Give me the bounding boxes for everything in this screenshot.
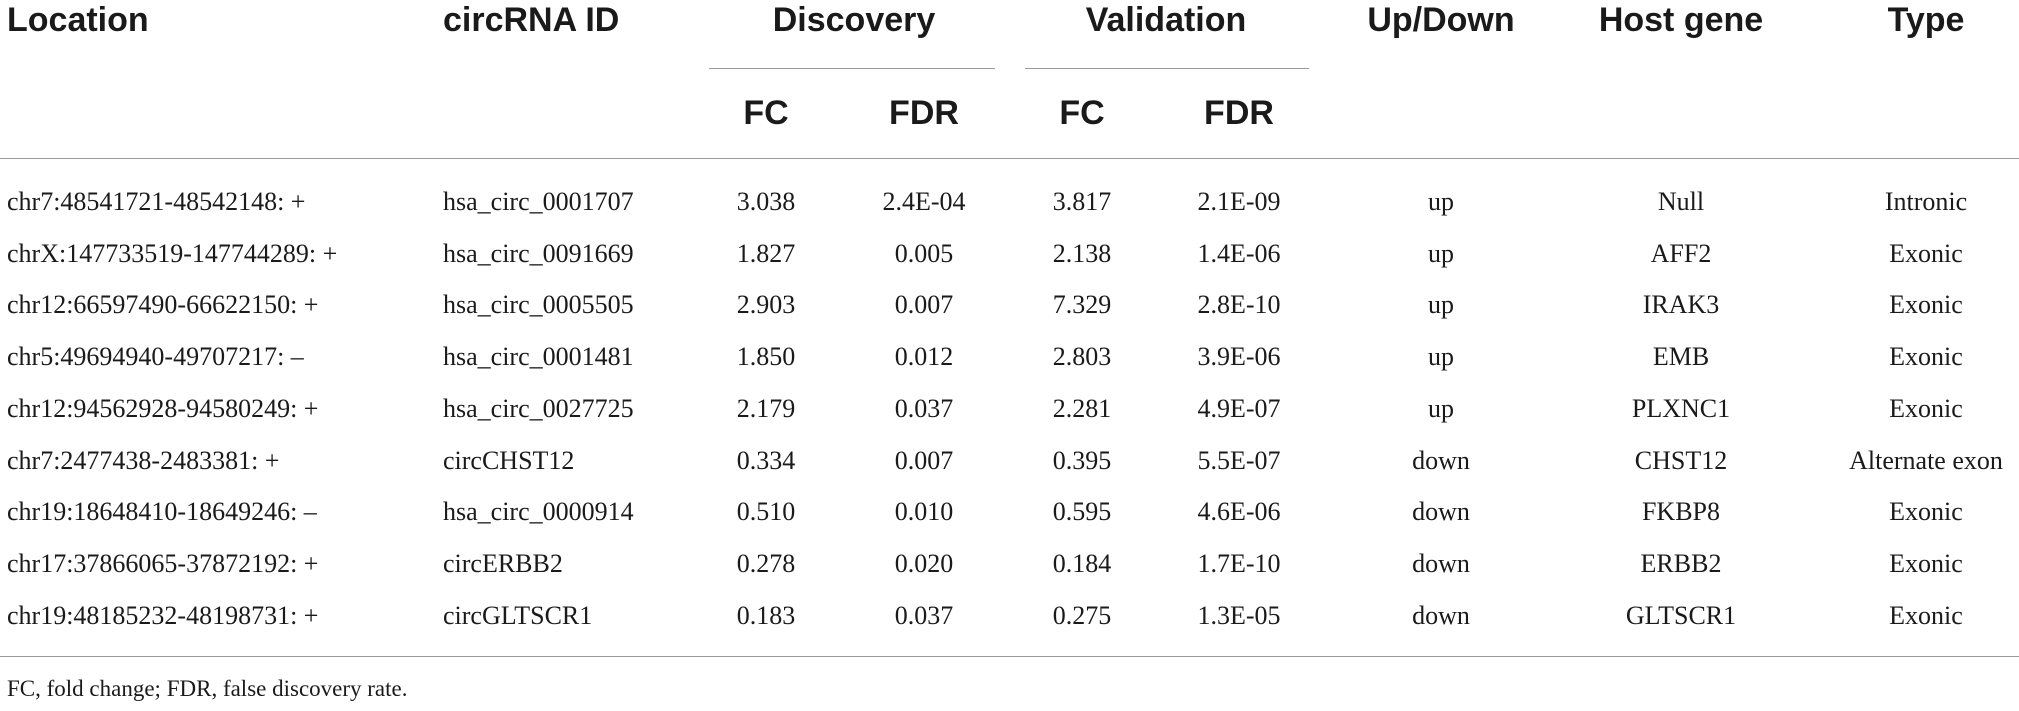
cell-discovery-fc: 0.278 xyxy=(736,549,796,578)
cell-circrna-id: circGLTSCR1 xyxy=(443,601,593,630)
header-bottom-rule xyxy=(0,158,2019,159)
cell-location: chr7:2477438-2483381: + xyxy=(7,446,280,475)
cell-discovery-fdr: 0.010 xyxy=(894,497,954,526)
cell-validation-fdr: 2.1E-09 xyxy=(1197,187,1281,216)
cell-location: chr19:48185232-48198731: + xyxy=(7,601,319,630)
cell-type: Exonic xyxy=(1889,549,1963,578)
cell-validation-fdr: 1.3E-05 xyxy=(1197,601,1281,630)
table-footnote: FC, fold change; FDR, false discovery ra… xyxy=(7,676,408,701)
cell-discovery-fdr: 0.037 xyxy=(894,601,954,630)
cell-host-gene: AFF2 xyxy=(1650,239,1712,268)
discovery-group-rule xyxy=(709,68,995,69)
cell-validation-fc: 0.595 xyxy=(1052,497,1112,526)
cell-validation-fc: 0.184 xyxy=(1052,549,1112,578)
cell-circrna-id: hsa_circ_0001481 xyxy=(443,342,634,371)
cell-discovery-fdr: 2.4E-04 xyxy=(882,187,966,216)
cell-discovery-fc: 0.510 xyxy=(736,497,796,526)
header-type: Type xyxy=(1887,1,1965,39)
cell-discovery-fdr: 0.005 xyxy=(894,239,954,268)
header-discovery-fdr: FDR xyxy=(889,94,959,132)
cell-validation-fc: 3.817 xyxy=(1052,187,1112,216)
cell-discovery-fc: 0.334 xyxy=(736,446,796,475)
cell-up-down: up xyxy=(1428,187,1454,216)
cell-validation-fdr: 3.9E-06 xyxy=(1197,342,1281,371)
cell-validation-fc: 0.275 xyxy=(1052,601,1112,630)
header-up-down: Up/Down xyxy=(1367,1,1515,39)
cell-host-gene: Null xyxy=(1657,187,1705,216)
cell-location: chr12:66597490-66622150: + xyxy=(7,290,319,319)
cell-validation-fdr: 4.9E-07 xyxy=(1197,394,1281,423)
cell-type: Exonic xyxy=(1889,497,1963,526)
cell-host-gene: EMB xyxy=(1652,342,1710,371)
cell-discovery-fc: 1.850 xyxy=(736,342,796,371)
cell-type: Alternate exon xyxy=(1849,446,2003,475)
cell-host-gene: IRAK3 xyxy=(1642,290,1720,319)
cell-type: Exonic xyxy=(1889,342,1963,371)
header-circrna-id: circRNA ID xyxy=(443,1,620,39)
cell-validation-fc: 2.281 xyxy=(1052,394,1112,423)
cell-up-down: up xyxy=(1428,239,1454,268)
cell-type: Exonic xyxy=(1889,601,1963,630)
cell-circrna-id: circERBB2 xyxy=(443,549,563,578)
cell-validation-fc: 2.138 xyxy=(1052,239,1112,268)
cell-discovery-fc: 2.903 xyxy=(736,290,796,319)
cell-host-gene: CHST12 xyxy=(1634,446,1728,475)
cell-host-gene: PLXNC1 xyxy=(1631,394,1731,423)
cell-discovery-fc: 1.827 xyxy=(736,239,796,268)
header-validation-fdr: FDR xyxy=(1204,94,1274,132)
cell-validation-fdr: 1.7E-10 xyxy=(1197,549,1281,578)
validation-group-rule xyxy=(1025,68,1309,69)
cell-discovery-fdr: 0.020 xyxy=(894,549,954,578)
cell-type: Exonic xyxy=(1889,394,1963,423)
cell-location: chr7:48541721-48542148: + xyxy=(7,187,306,216)
cell-circrna-id: hsa_circ_0091669 xyxy=(443,239,634,268)
cell-type: Intronic xyxy=(1884,187,1968,216)
header-validation: Validation xyxy=(1085,1,1247,39)
cell-location: chr5:49694940-49707217: – xyxy=(7,342,304,371)
cell-up-down: down xyxy=(1412,601,1470,630)
cell-location: chrX:147733519-147744289: + xyxy=(7,239,338,268)
cell-discovery-fdr: 0.037 xyxy=(894,394,954,423)
header-host-gene: Host gene xyxy=(1598,1,1764,39)
table-bottom-rule xyxy=(0,656,2019,657)
cell-circrna-id: hsa_circ_0001707 xyxy=(443,187,634,216)
cell-validation-fdr: 2.8E-10 xyxy=(1197,290,1281,319)
cell-up-down: down xyxy=(1412,549,1470,578)
cell-discovery-fdr: 0.007 xyxy=(894,446,954,475)
cell-discovery-fc: 0.183 xyxy=(736,601,796,630)
cell-up-down: down xyxy=(1412,497,1470,526)
cell-type: Exonic xyxy=(1889,239,1963,268)
header-location: Location xyxy=(7,1,149,39)
cell-discovery-fc: 2.179 xyxy=(736,394,796,423)
cell-validation-fc: 0.395 xyxy=(1052,446,1112,475)
header-discovery-fc: FC xyxy=(743,94,789,132)
cell-host-gene: FKBP8 xyxy=(1641,497,1721,526)
cell-location: chr19:18648410-18649246: – xyxy=(7,497,317,526)
cell-type: Exonic xyxy=(1889,290,1963,319)
cell-validation-fc: 2.803 xyxy=(1052,342,1112,371)
cell-host-gene: ERBB2 xyxy=(1640,549,1722,578)
cell-circrna-id: hsa_circ_0000914 xyxy=(443,497,634,526)
cell-discovery-fdr: 0.007 xyxy=(894,290,954,319)
cell-discovery-fdr: 0.012 xyxy=(894,342,954,371)
header-validation-fc: FC xyxy=(1059,94,1105,132)
cell-up-down: up xyxy=(1428,342,1454,371)
cell-circrna-id: hsa_circ_0005505 xyxy=(443,290,634,319)
cell-up-down: down xyxy=(1412,446,1470,475)
cell-validation-fdr: 5.5E-07 xyxy=(1197,446,1281,475)
cell-discovery-fc: 3.038 xyxy=(736,187,796,216)
cell-up-down: up xyxy=(1428,290,1454,319)
cell-location: chr17:37866065-37872192: + xyxy=(7,549,319,578)
header-discovery: Discovery xyxy=(772,1,936,39)
cell-up-down: up xyxy=(1428,394,1454,423)
cell-circrna-id: circCHST12 xyxy=(443,446,575,475)
cell-host-gene: GLTSCR1 xyxy=(1625,601,1737,630)
cell-location: chr12:94562928-94580249: + xyxy=(7,394,319,423)
cell-validation-fdr: 4.6E-06 xyxy=(1197,497,1281,526)
cell-validation-fc: 7.329 xyxy=(1052,290,1112,319)
cell-circrna-id: hsa_circ_0027725 xyxy=(443,394,634,423)
cell-validation-fdr: 1.4E-06 xyxy=(1197,239,1281,268)
